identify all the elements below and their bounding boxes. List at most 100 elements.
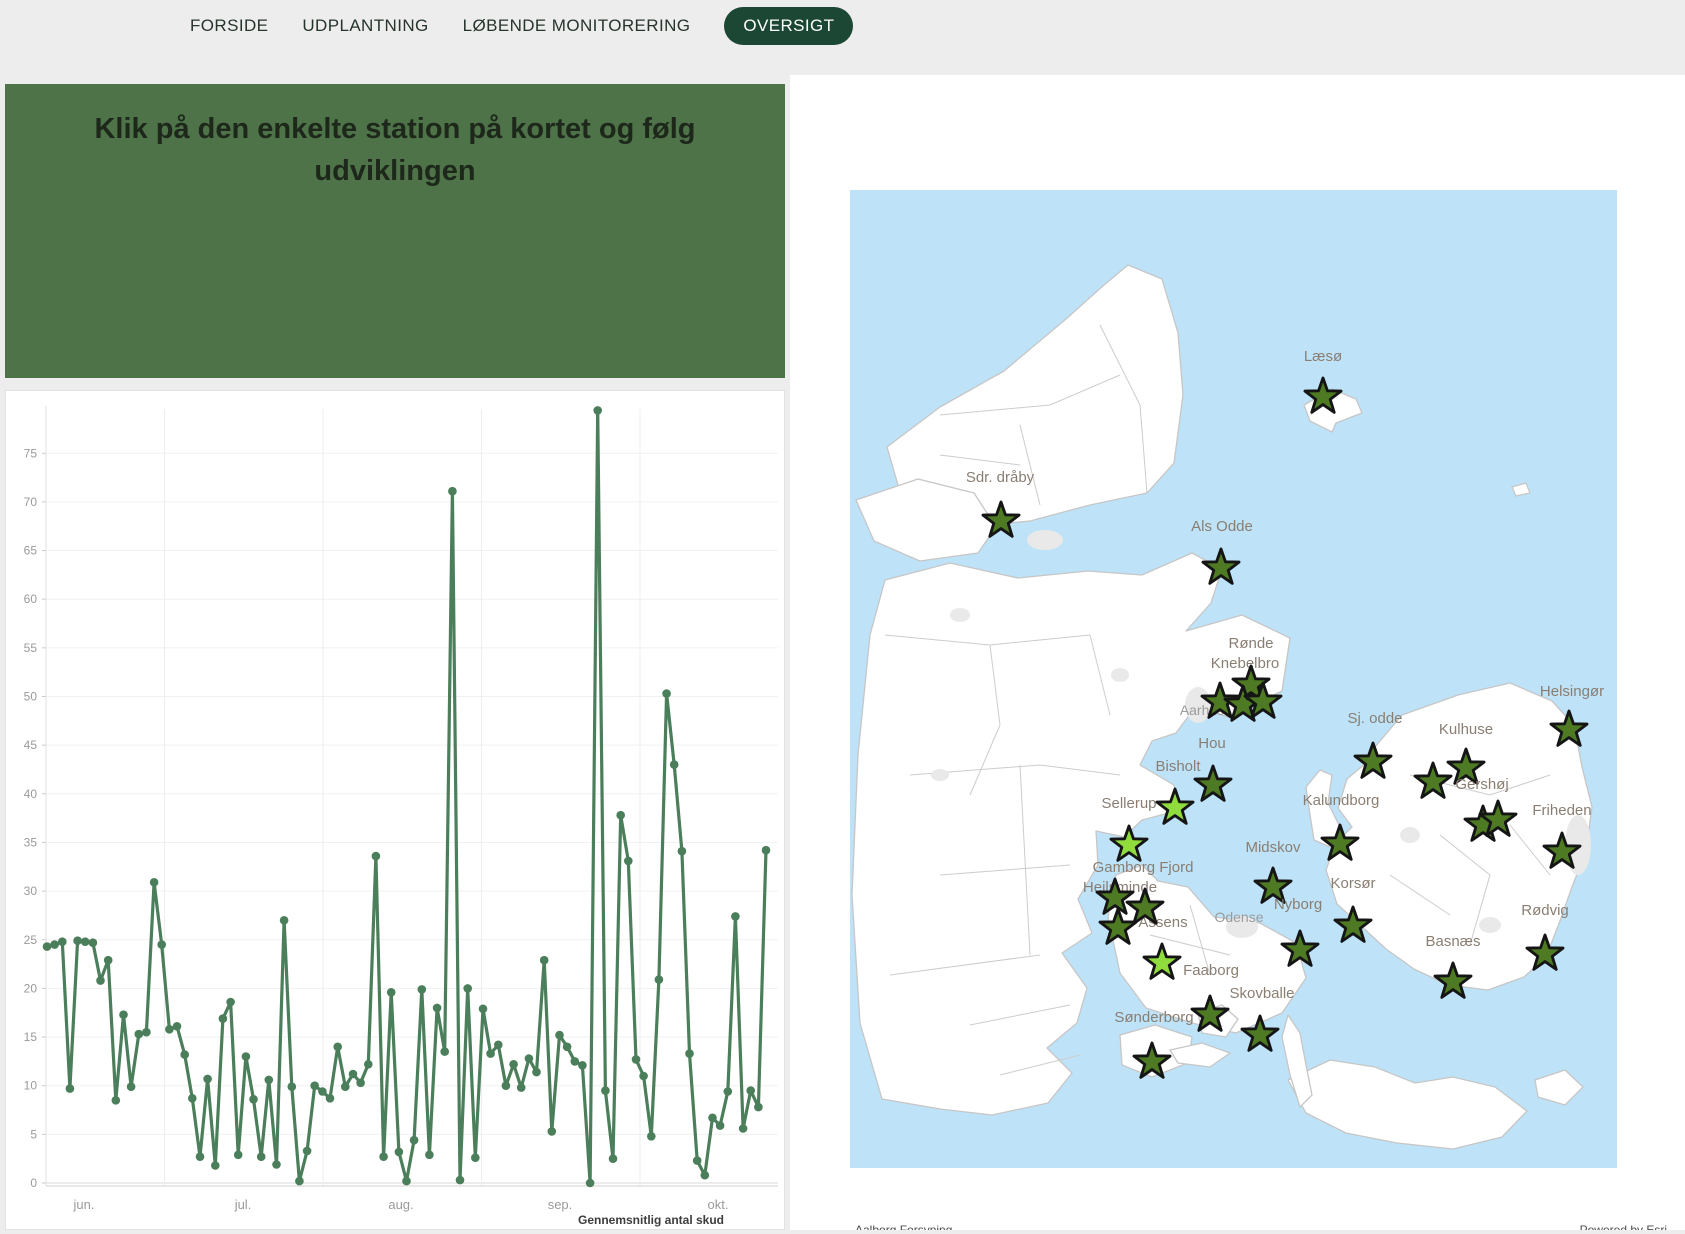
- chart-point: [701, 1171, 710, 1180]
- chart-point: [685, 1049, 694, 1058]
- station-label-kulhuse: Kulhuse: [1439, 721, 1493, 738]
- station-label-skovballe: Skovballe: [1229, 985, 1294, 1002]
- chart-point: [303, 1147, 312, 1156]
- station-label-gersh-j: Gershøj: [1455, 776, 1508, 793]
- y-tick-label: 45: [24, 738, 38, 752]
- y-tick-label: 0: [30, 1176, 37, 1190]
- chart-point: [157, 940, 166, 949]
- station-label-sellerup: Sellerup: [1101, 795, 1156, 812]
- chart-point: [571, 1057, 580, 1066]
- y-tick-label: 40: [24, 787, 38, 801]
- chart-point: [288, 1082, 297, 1091]
- chart-point: [463, 984, 472, 993]
- chart-point: [135, 1030, 144, 1039]
- chart-point: [310, 1081, 319, 1090]
- chart-point: [180, 1050, 189, 1059]
- urban-area-patch: [1111, 668, 1129, 682]
- chart-line: [47, 410, 766, 1183]
- chart-point: [517, 1083, 526, 1092]
- station-label-friheden: Friheden: [1532, 802, 1591, 819]
- y-tick-label: 15: [24, 1030, 38, 1044]
- chart-point: [440, 1047, 449, 1056]
- chart-point: [119, 1010, 128, 1019]
- x-tick-label: okt.: [708, 1197, 729, 1212]
- urban-area-patch: [1400, 827, 1420, 843]
- chart-point: [586, 1179, 595, 1188]
- chart-point: [724, 1087, 733, 1096]
- chart-point: [762, 846, 771, 855]
- top-navigation: FORSIDE UDPLANTNING LØBENDE MONITORERING OV…: [0, 0, 1685, 52]
- banner-title: Klik på den enkelte station på kortet og…: [45, 108, 745, 192]
- station-label-s-nderborg: Sønderborg: [1114, 1009, 1193, 1026]
- denmark-map[interactable]: AarhusOdenseLæsøSdr. dråbyAls OddeRøndeK…: [790, 75, 1685, 1230]
- chart-point: [593, 406, 602, 415]
- chart-point: [257, 1152, 266, 1161]
- chart-point: [754, 1103, 763, 1112]
- chart-point: [272, 1160, 281, 1169]
- chart-point: [548, 1127, 557, 1136]
- nav-item-forside[interactable]: FORSIDE: [190, 16, 268, 36]
- chart-point: [173, 1022, 182, 1031]
- chart-point: [387, 988, 396, 997]
- chart-point: [731, 912, 740, 921]
- y-tick-label: 50: [24, 690, 38, 704]
- station-label-l-s-: Læsø: [1304, 348, 1342, 365]
- chart-point: [693, 1156, 702, 1165]
- chart-point: [326, 1094, 335, 1103]
- y-tick-label: 70: [24, 495, 38, 509]
- chart-point: [58, 937, 67, 946]
- station-label-basn-s: Basnæs: [1425, 933, 1480, 950]
- chart-point: [395, 1148, 404, 1157]
- chart-caption: Gennemsnitlig antal skud: [578, 1213, 724, 1227]
- y-tick-label: 60: [24, 592, 38, 606]
- city-label-odense: Odense: [1214, 909, 1263, 925]
- chart-point: [280, 916, 289, 925]
- station-label-hou: Hou: [1198, 735, 1226, 752]
- nav-item-l-bende-monitorering[interactable]: LØBENDE MONITORERING: [463, 16, 691, 36]
- station-label-als-odde: Als Odde: [1191, 518, 1253, 535]
- chart-point: [265, 1076, 274, 1085]
- x-tick-label: jun.: [73, 1197, 95, 1212]
- denmark-map-panel[interactable]: AarhusOdenseLæsøSdr. dråbyAls OddeRøndeK…: [790, 75, 1685, 1230]
- y-tick-label: 35: [24, 835, 38, 849]
- y-tick-label: 65: [24, 544, 38, 558]
- chart-point: [708, 1114, 717, 1123]
- chart-point: [150, 878, 159, 887]
- station-label-sdr-dr-by: Sdr. dråby: [966, 469, 1035, 486]
- chart-point: [609, 1154, 618, 1163]
- chart-point: [418, 985, 427, 994]
- chart-point: [73, 936, 82, 945]
- chart-point: [479, 1005, 488, 1014]
- chart-point: [333, 1043, 342, 1052]
- chart-point: [410, 1136, 419, 1145]
- nav-item-oversigt[interactable]: OVERSIGT: [724, 7, 853, 45]
- y-tick-label: 75: [24, 446, 38, 460]
- y-tick-label: 20: [24, 981, 38, 995]
- chart-point: [563, 1043, 572, 1052]
- urban-area-patch: [931, 769, 949, 781]
- chart-point: [525, 1054, 534, 1063]
- chart-point: [249, 1095, 258, 1104]
- chart-point: [364, 1060, 373, 1069]
- chart-point: [632, 1055, 641, 1064]
- chart-point: [746, 1086, 755, 1095]
- nav-item-udplantning[interactable]: UDPLANTNING: [302, 16, 428, 36]
- chart-point: [502, 1081, 511, 1090]
- chart-point: [532, 1068, 541, 1077]
- station-label-kalundborg: Kalundborg: [1303, 792, 1380, 809]
- chart-point: [127, 1082, 136, 1091]
- x-tick-label: jul.: [234, 1197, 252, 1212]
- chart-point: [242, 1052, 251, 1061]
- chart-point: [295, 1177, 304, 1186]
- map-attribution-powered-by: Powered by Esri: [1580, 1223, 1667, 1230]
- chart-point: [203, 1075, 212, 1084]
- chart-point: [112, 1096, 121, 1105]
- chart-point: [678, 847, 687, 856]
- urban-area-patch: [950, 608, 970, 622]
- chart-point: [509, 1060, 518, 1069]
- chart-point: [448, 487, 457, 496]
- chart-point: [43, 942, 52, 951]
- station-label-bisholt: Bisholt: [1155, 758, 1201, 775]
- chart-point: [341, 1082, 350, 1091]
- urban-area-patch: [1027, 530, 1063, 550]
